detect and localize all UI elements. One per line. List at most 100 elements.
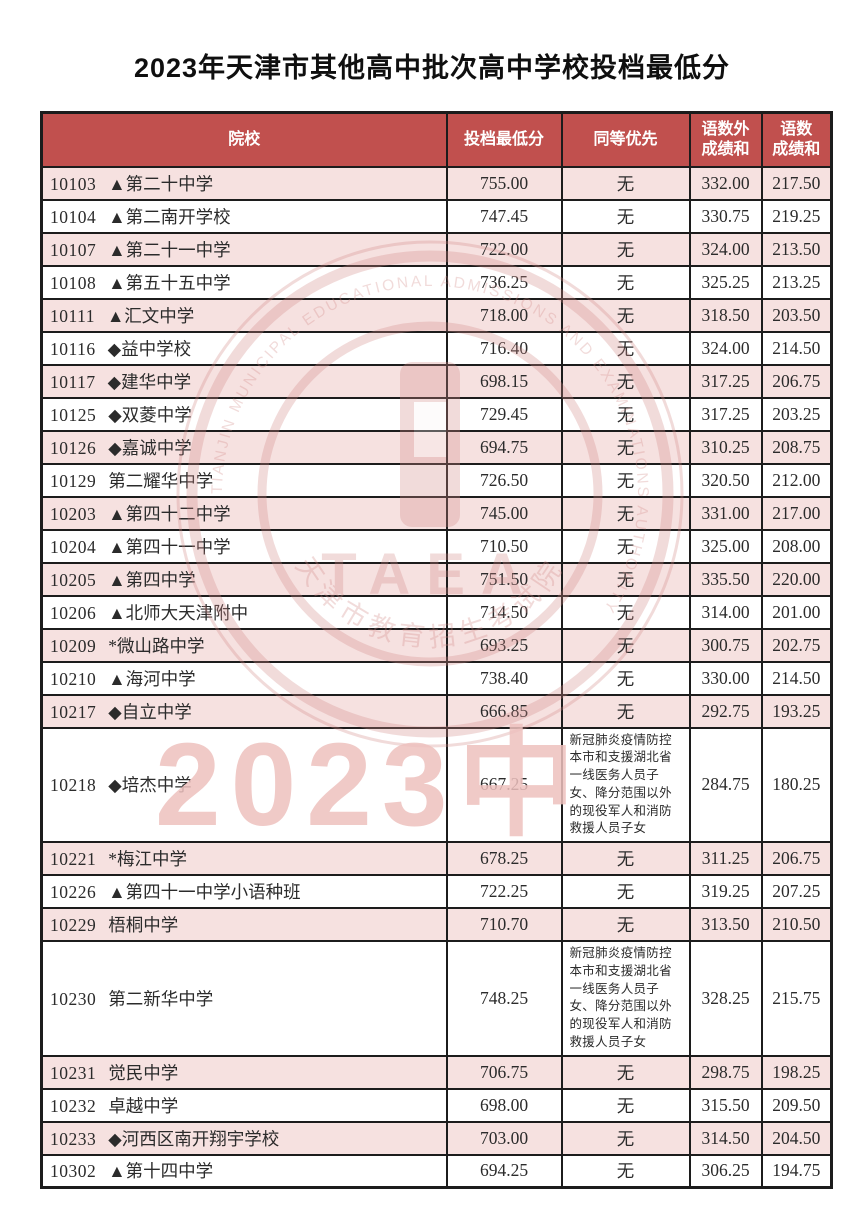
sum3-cell: 335.50 xyxy=(688,561,763,597)
page-title: 2023年天津市其他高中批次高中学校投档最低分 xyxy=(133,53,731,83)
sum2-cell: 193.25 xyxy=(760,693,833,729)
school-code: 10302 xyxy=(50,1161,97,1182)
sum2-cell: 220.00 xyxy=(760,561,833,597)
min-score-cell: 747.45 xyxy=(445,198,563,234)
school-name: 卓越中学 xyxy=(108,1095,179,1116)
sum3-cell: 330.00 xyxy=(688,660,763,696)
sum2-cell: 214.50 xyxy=(760,330,833,366)
sum3-cell: 328.25 xyxy=(688,940,763,1057)
min-score-cell: 694.75 xyxy=(445,429,563,465)
school-cell: 10217 ◆自立中学 xyxy=(40,693,448,729)
sum2-cell: 210.50 xyxy=(760,907,833,942)
header-sum2-line1: 语数 xyxy=(780,120,813,138)
sum2-cell: 204.50 xyxy=(760,1120,833,1156)
school-cell: 10231 觉民中学 xyxy=(40,1054,448,1090)
school-code: 10209 xyxy=(50,635,97,656)
school-name: ▲第四十二中学 xyxy=(108,503,231,524)
equal-priority-cell: 无 xyxy=(560,396,691,432)
sum3-cell: 325.00 xyxy=(688,528,763,564)
school-cell: 10117 ◆建华中学 xyxy=(40,363,448,399)
sum3-cell: 298.75 xyxy=(688,1054,763,1090)
sum2-cell: 208.00 xyxy=(760,528,833,564)
equal-priority-cell: 无 xyxy=(560,528,691,564)
school-code: 10229 xyxy=(50,915,97,935)
table-row: 10205 ▲第四中学 751.50 无 335.50 220.00 xyxy=(40,561,833,597)
sum3-cell: 330.75 xyxy=(688,198,763,234)
sum2-cell: 213.25 xyxy=(760,264,833,300)
equal-priority-cell: 无 xyxy=(560,561,691,597)
school-cell: 10302 ▲第十四中学 xyxy=(40,1153,448,1189)
school-name: ◆河西区南开翔宇学校 xyxy=(108,1128,280,1149)
school-cell: 10229 梧桐中学 xyxy=(40,907,448,942)
table-row: 10218 ◆培杰中学 667.25 新冠肺炎疫情防控本市和支援湖北省一线医务人员… xyxy=(40,726,833,843)
sum3-cell: 318.50 xyxy=(688,297,763,333)
equal-priority-cell: 无 xyxy=(560,1087,691,1123)
min-score-cell: 755.00 xyxy=(445,165,563,201)
header-equal-priority: 同等优先 xyxy=(560,111,691,168)
equal-priority-cell: 新冠肺炎疫情防控本市和支援湖北省一线医务人员子女、降分范围以外的现役军人和消防救… xyxy=(560,940,691,1057)
school-code: 10217 xyxy=(50,701,97,722)
min-score-cell: 678.25 xyxy=(445,841,563,876)
table-row: 10203 ▲第四十二中学 745.00 无 331.00 217.00 xyxy=(40,495,833,531)
school-cell: 10218 ◆培杰中学 xyxy=(40,726,448,843)
table-row: 10217 ◆自立中学 666.85 无 292.75 193.25 xyxy=(40,693,833,729)
equal-priority-cell: 无 xyxy=(560,841,691,876)
min-score-cell: 738.40 xyxy=(445,660,563,696)
min-score-cell: 703.00 xyxy=(445,1120,563,1156)
school-code: 10204 xyxy=(50,536,97,557)
sum2-cell: 215.75 xyxy=(760,940,833,1057)
school-code: 10126 xyxy=(50,437,97,458)
table-row: 10231 觉民中学 706.75 无 298.75 198.25 xyxy=(40,1054,833,1090)
min-score-cell: 748.25 xyxy=(445,940,563,1057)
school-cell: 10204 ▲第四十一中学 xyxy=(40,528,448,564)
sum3-cell: 310.25 xyxy=(688,429,763,465)
table-row: 10126 ◆嘉诚中学 694.75 无 310.25 208.75 xyxy=(40,429,833,465)
school-cell: 10210 ▲海河中学 xyxy=(40,660,448,696)
table-header: 院校 投档最低分 同等优先 语数外 成绩和 语数 成绩和 xyxy=(40,111,833,168)
sum3-cell: 317.25 xyxy=(688,396,763,432)
table-row: 10226 ▲第四十一中学小语种班 722.25 无 319.25 207.25 xyxy=(40,874,833,909)
min-score-cell: 710.70 xyxy=(445,907,563,942)
sum3-cell: 324.00 xyxy=(688,231,763,267)
sum3-cell: 314.00 xyxy=(688,594,763,630)
equal-priority-cell: 无 xyxy=(560,429,691,465)
table-body: 10103 ▲第二十中学 755.00 无 332.00 217.50 10104… xyxy=(40,165,833,1189)
sum2-cell: 217.50 xyxy=(760,165,833,201)
sum2-cell: 212.00 xyxy=(760,462,833,498)
min-score-cell: 666.85 xyxy=(445,693,563,729)
equal-priority-cell: 无 xyxy=(560,231,691,267)
school-cell: 10126 ◆嘉诚中学 xyxy=(40,429,448,465)
school-cell: 10226 ▲第四十一中学小语种班 xyxy=(40,874,448,909)
equal-priority-cell: 新冠肺炎疫情防控本市和支援湖北省一线医务人员子女、降分范围以外的现役军人和消防救… xyxy=(560,726,691,843)
min-score-cell: 726.50 xyxy=(445,462,563,498)
school-cell: 10232 卓越中学 xyxy=(40,1087,448,1123)
school-name: 第二耀华中学 xyxy=(108,470,214,491)
header-school-label: 院校 xyxy=(228,130,261,148)
school-cell: 10111 ▲汇文中学 xyxy=(40,297,448,333)
table-row: 10302 ▲第十四中学 694.25 无 306.25 194.75 xyxy=(40,1153,833,1189)
school-code: 10232 xyxy=(50,1095,97,1116)
min-score-cell: 714.50 xyxy=(445,594,563,630)
table-row: 10233 ◆河西区南开翔宇学校 703.00 无 314.50 204.50 xyxy=(40,1120,833,1156)
equal-priority-cell: 无 xyxy=(560,330,691,366)
header-equal-priority-label: 同等优先 xyxy=(593,130,658,148)
school-name: ▲第二十一中学 xyxy=(108,239,231,260)
sum3-cell: 319.25 xyxy=(688,874,763,909)
school-name: 梧桐中学 xyxy=(108,915,179,935)
school-name: ▲汇文中学 xyxy=(106,305,195,326)
sum2-cell: 201.00 xyxy=(760,594,833,630)
school-code: 10103 xyxy=(50,173,97,194)
school-code: 10104 xyxy=(50,206,97,227)
school-name: ▲第四十一中学小语种班 xyxy=(108,882,301,902)
sum3-cell: 300.75 xyxy=(688,627,763,663)
header-sum3-line1: 语数外 xyxy=(701,120,750,138)
min-score-cell: 710.50 xyxy=(445,528,563,564)
equal-priority-cell: 无 xyxy=(560,693,691,729)
sum2-cell: 209.50 xyxy=(760,1087,833,1123)
min-score-cell: 745.00 xyxy=(445,495,563,531)
table-row: 10210 ▲海河中学 738.40 无 330.00 214.50 xyxy=(40,660,833,696)
min-score-cell: 706.75 xyxy=(445,1054,563,1090)
min-score-cell: 751.50 xyxy=(445,561,563,597)
school-cell: 10203 ▲第四十二中学 xyxy=(40,495,448,531)
equal-priority-cell: 无 xyxy=(560,297,691,333)
